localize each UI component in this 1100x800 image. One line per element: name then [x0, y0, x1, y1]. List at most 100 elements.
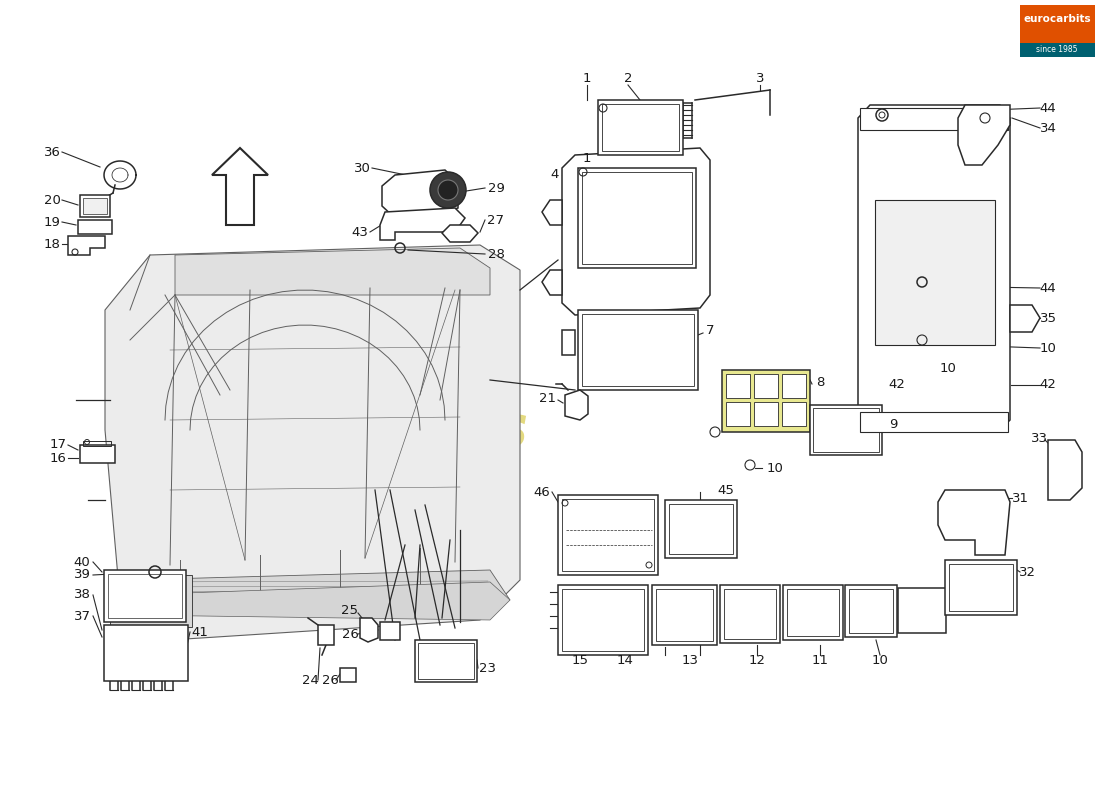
Text: 2: 2: [624, 71, 632, 85]
Bar: [726, 374, 750, 398]
Polygon shape: [104, 245, 520, 640]
Bar: [726, 402, 750, 426]
Bar: [845, 585, 896, 637]
Text: eurocarbits: eurocarbits: [152, 402, 529, 458]
Bar: [656, 589, 713, 641]
Polygon shape: [542, 270, 562, 295]
Text: 26: 26: [321, 674, 339, 686]
Text: 42: 42: [889, 378, 905, 391]
Text: 11: 11: [812, 654, 828, 666]
Bar: [558, 495, 658, 575]
Text: 30: 30: [353, 162, 371, 174]
Text: 38: 38: [74, 589, 90, 602]
Text: 41: 41: [191, 626, 208, 638]
Text: 40: 40: [74, 555, 90, 569]
Polygon shape: [68, 236, 104, 255]
Bar: [849, 589, 893, 633]
Bar: [340, 668, 356, 682]
Text: 21: 21: [539, 391, 557, 405]
Text: 35: 35: [1040, 311, 1056, 325]
Text: 7: 7: [706, 323, 714, 337]
Circle shape: [438, 180, 458, 200]
Bar: [104, 625, 188, 681]
Bar: [415, 640, 477, 682]
Text: 9: 9: [889, 418, 898, 431]
Polygon shape: [562, 330, 575, 355]
Text: 17: 17: [50, 438, 66, 451]
Bar: [562, 499, 654, 571]
Bar: [598, 100, 683, 155]
Bar: [80, 195, 110, 217]
Bar: [1020, 5, 1094, 43]
Text: 10: 10: [1040, 342, 1056, 354]
Polygon shape: [1010, 305, 1040, 332]
Bar: [110, 575, 192, 627]
Polygon shape: [130, 570, 510, 615]
Bar: [949, 564, 1013, 611]
Text: 44: 44: [1040, 282, 1056, 294]
Polygon shape: [1048, 440, 1082, 500]
Bar: [722, 370, 810, 432]
Text: 4: 4: [551, 169, 559, 182]
Polygon shape: [212, 148, 268, 225]
Bar: [104, 570, 186, 622]
Text: 16: 16: [50, 451, 66, 465]
Text: 36: 36: [44, 146, 60, 158]
Bar: [786, 589, 839, 636]
Text: 45: 45: [717, 483, 735, 497]
Text: 24: 24: [301, 674, 318, 686]
Text: 10: 10: [767, 462, 783, 474]
Bar: [578, 310, 698, 390]
Text: eurocarbits: eurocarbits: [1023, 14, 1091, 24]
Bar: [724, 589, 776, 639]
Bar: [562, 589, 644, 651]
Bar: [860, 108, 1008, 130]
Bar: [860, 412, 1008, 432]
Text: since 1985: since 1985: [1036, 46, 1078, 54]
Polygon shape: [379, 208, 465, 240]
Text: 44: 44: [1040, 102, 1056, 114]
Text: 14: 14: [617, 654, 634, 666]
Bar: [558, 585, 648, 655]
Bar: [666, 500, 737, 558]
Text: 10: 10: [939, 362, 956, 374]
Bar: [754, 402, 778, 426]
Bar: [318, 625, 334, 645]
Text: 31: 31: [1012, 491, 1028, 505]
Polygon shape: [382, 170, 458, 218]
Polygon shape: [858, 105, 1010, 432]
Bar: [669, 504, 733, 554]
Polygon shape: [565, 390, 588, 420]
Bar: [112, 630, 184, 678]
Text: 8: 8: [816, 375, 824, 389]
Bar: [720, 585, 780, 643]
Bar: [82, 198, 107, 214]
Text: 19: 19: [44, 215, 60, 229]
Text: 25: 25: [341, 603, 359, 617]
Bar: [782, 402, 806, 426]
Bar: [418, 643, 474, 679]
Polygon shape: [360, 618, 378, 642]
Text: 46: 46: [534, 486, 550, 498]
Bar: [78, 220, 112, 234]
Bar: [379, 622, 400, 640]
Text: 28: 28: [487, 247, 505, 261]
Bar: [578, 168, 696, 268]
Text: 43: 43: [352, 226, 368, 238]
Text: 37: 37: [74, 610, 90, 622]
Bar: [1020, 43, 1094, 57]
Text: 12: 12: [748, 654, 766, 666]
Bar: [582, 314, 694, 386]
Polygon shape: [542, 200, 562, 225]
Text: a passion for parts since 1985: a passion for parts since 1985: [192, 455, 487, 474]
Bar: [813, 408, 879, 452]
Text: 1: 1: [583, 151, 592, 165]
Text: 23: 23: [480, 662, 496, 674]
Text: 20: 20: [44, 194, 60, 206]
Bar: [782, 374, 806, 398]
Text: 18: 18: [44, 238, 60, 250]
Text: 27: 27: [487, 214, 505, 226]
Bar: [582, 172, 692, 264]
Text: 13: 13: [682, 654, 698, 666]
Polygon shape: [562, 148, 710, 315]
